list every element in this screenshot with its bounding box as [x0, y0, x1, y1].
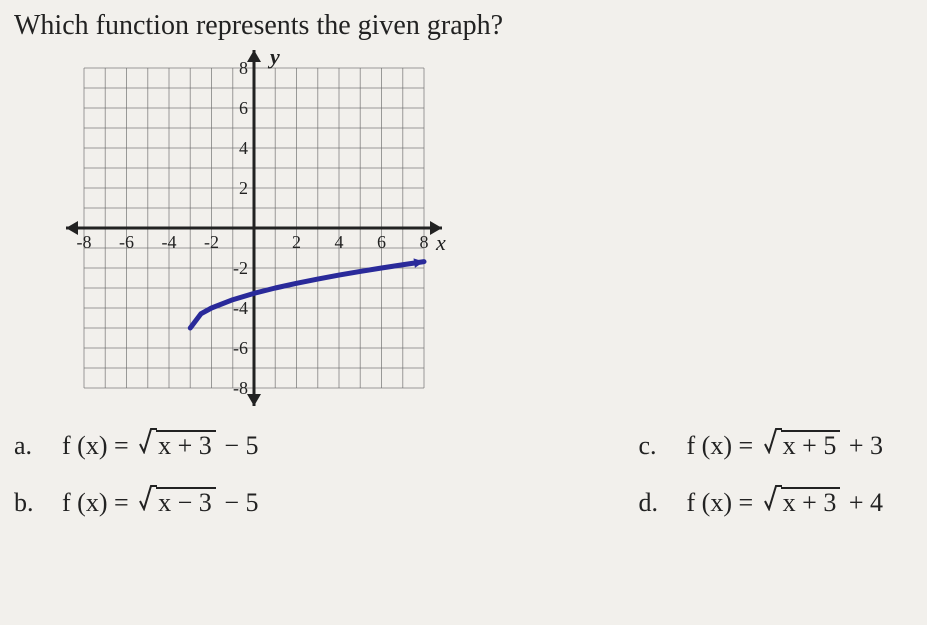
sqrt: x + 5 [762, 426, 841, 461]
svg-text:8: 8 [239, 58, 248, 78]
answer-letter: b. [14, 488, 42, 518]
radical-icon [764, 483, 782, 511]
answer-letter: c. [639, 431, 667, 461]
radicand: x + 3 [781, 487, 841, 518]
svg-text:y: y [267, 48, 280, 69]
radicand: x − 3 [156, 487, 216, 518]
answer-column-right: c. f (x) = x + 5 + 3 d. f (x) = x + 3 + … [639, 426, 883, 518]
answer-list: a. f (x) = x + 3 − 5 b. f (x) = x − 3 − … [14, 426, 913, 518]
expr-prefix: f (x) = [62, 488, 135, 518]
answer-letter: d. [639, 488, 667, 518]
svg-text:-8: -8 [233, 378, 248, 398]
graph-container: -8-6-4-224682468-2-4-6-8yx [44, 48, 464, 408]
svg-text:6: 6 [239, 98, 248, 118]
svg-text:x: x [435, 230, 446, 255]
sqrt: x + 3 [137, 426, 216, 461]
svg-text:-8: -8 [77, 232, 92, 252]
radicand: x + 5 [781, 430, 841, 461]
svg-text:6: 6 [377, 232, 386, 252]
question-text: Which function represents the given grap… [14, 10, 913, 42]
expr-suffix: + 3 [842, 431, 883, 461]
expr-prefix: f (x) = [687, 431, 760, 461]
answer-c: c. f (x) = x + 5 + 3 [639, 426, 883, 461]
answer-expression: f (x) = x + 3 + 4 [687, 483, 883, 518]
svg-text:-6: -6 [233, 338, 248, 358]
graph-svg: -8-6-4-224682468-2-4-6-8yx [44, 48, 464, 408]
answer-column-left: a. f (x) = x + 3 − 5 b. f (x) = x − 3 − … [14, 426, 258, 518]
svg-text:-2: -2 [204, 232, 219, 252]
svg-text:-6: -6 [119, 232, 134, 252]
radical-icon [139, 483, 157, 511]
svg-text:2: 2 [239, 178, 248, 198]
expr-suffix: + 4 [842, 488, 883, 518]
answer-b: b. f (x) = x − 3 − 5 [14, 483, 258, 518]
svg-text:-2: -2 [233, 258, 248, 278]
answer-expression: f (x) = x − 3 − 5 [62, 483, 258, 518]
expr-prefix: f (x) = [687, 488, 760, 518]
expr-prefix: f (x) = [62, 431, 135, 461]
answer-d: d. f (x) = x + 3 + 4 [639, 483, 883, 518]
answer-expression: f (x) = x + 5 + 3 [687, 426, 883, 461]
svg-text:8: 8 [420, 232, 429, 252]
svg-text:4: 4 [335, 232, 344, 252]
radical-icon [139, 426, 157, 454]
answer-a: a. f (x) = x + 3 − 5 [14, 426, 258, 461]
sqrt: x − 3 [137, 483, 216, 518]
svg-text:2: 2 [292, 232, 301, 252]
svg-text:4: 4 [239, 138, 248, 158]
answer-expression: f (x) = x + 3 − 5 [62, 426, 258, 461]
svg-text:-4: -4 [162, 232, 177, 252]
radicand: x + 3 [156, 430, 216, 461]
answer-letter: a. [14, 431, 42, 461]
expr-suffix: − 5 [218, 431, 259, 461]
radical-icon [764, 426, 782, 454]
sqrt: x + 3 [762, 483, 841, 518]
expr-suffix: − 5 [218, 488, 259, 518]
